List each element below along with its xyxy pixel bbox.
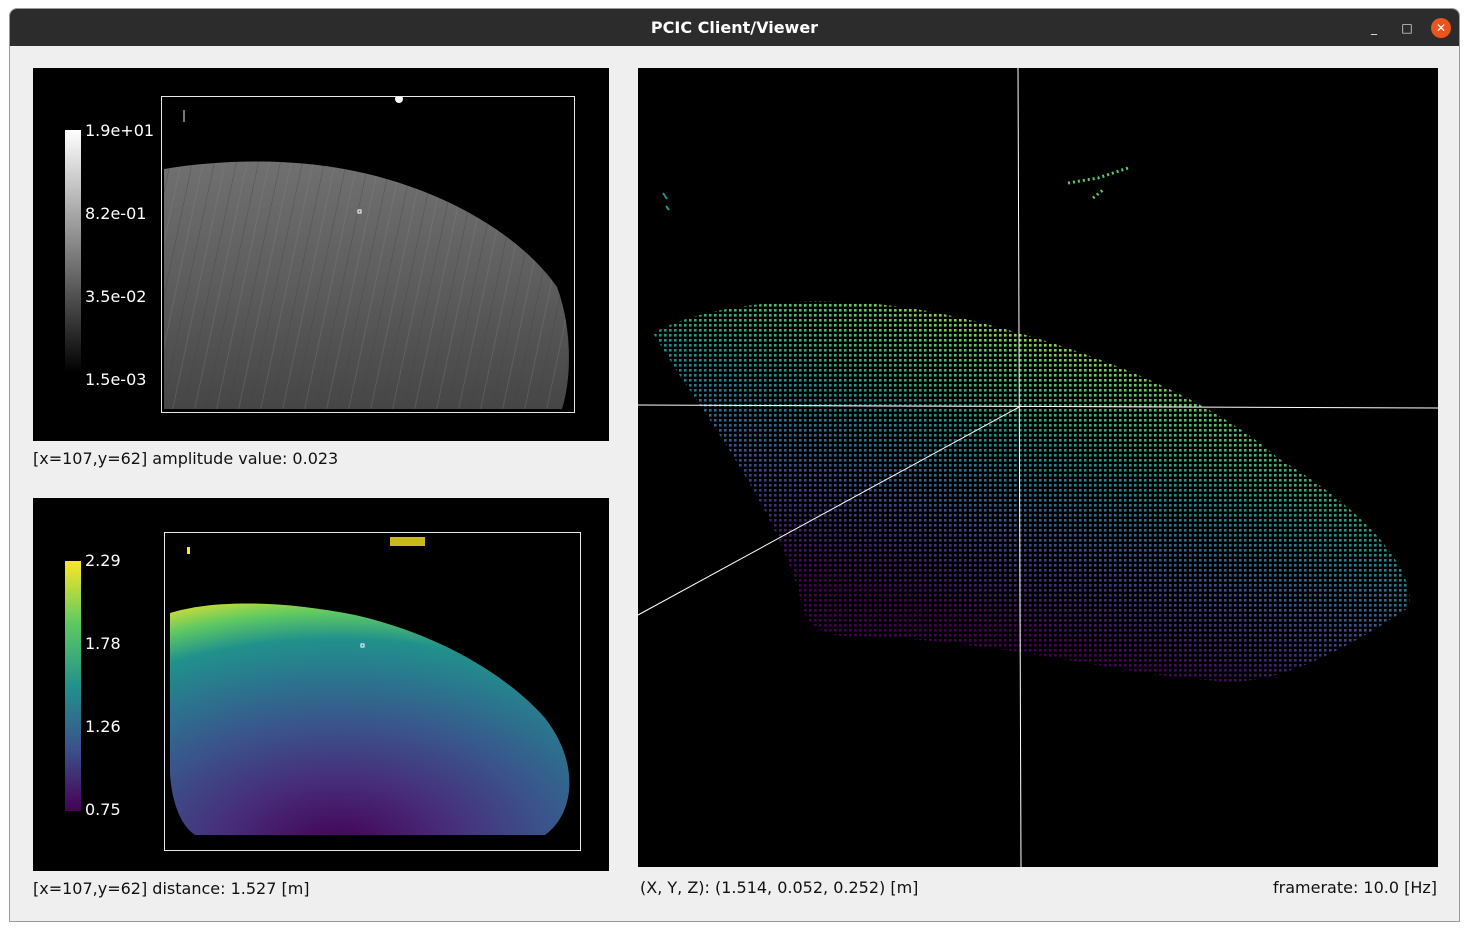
minimize-button[interactable]: _ xyxy=(1371,21,1377,35)
distance-image-graphic xyxy=(170,537,570,835)
distance-colorbar-tick: 0.75 xyxy=(85,800,121,819)
distance-view[interactable]: 2.29 1.78 1.26 0.75 xyxy=(33,498,609,871)
amplitude-colorbar-tick: 1.9e+01 xyxy=(85,121,155,140)
distance-image[interactable] xyxy=(164,532,581,851)
title-bar[interactable]: PCIC Client/Viewer _ □ ✕ xyxy=(10,9,1459,46)
pointcloud-xyz-status: (X, Y, Z): (1.514, 0.052, 0.252) [m] xyxy=(640,878,919,897)
amplitude-status: [x=107,y=62] amplitude value: 0.023 xyxy=(33,449,339,468)
amplitude-colorbar-tick: 1.5e-03 xyxy=(85,370,147,389)
amplitude-colorbar xyxy=(65,130,81,373)
pointcloud-graphic xyxy=(638,68,1438,867)
pointcloud-view[interactable] xyxy=(638,68,1438,867)
distance-colorbar-tick: 1.26 xyxy=(85,717,121,736)
amplitude-image[interactable] xyxy=(161,95,575,413)
maximize-button[interactable]: □ xyxy=(1401,21,1413,35)
distance-colorbar-tick: 2.29 xyxy=(85,551,121,570)
amplitude-colorbar-tick: 8.2e-01 xyxy=(85,204,147,223)
distance-colorbar xyxy=(65,561,81,811)
amplitude-colorbar-tick: 3.5e-02 xyxy=(85,287,147,306)
framerate-status: framerate: 10.0 [Hz] xyxy=(1273,878,1438,897)
distance-status: [x=107,y=62] distance: 1.527 [m] xyxy=(33,879,310,898)
distance-colorbar-tick: 1.78 xyxy=(85,634,121,653)
amplitude-view[interactable]: 1.9e+01 8.2e-01 3.5e-02 1.5e-03 xyxy=(33,68,609,441)
app-window: PCIC Client/Viewer _ □ ✕ 1.9e+01 8.2e-01… xyxy=(9,8,1460,922)
close-button[interactable]: ✕ xyxy=(1431,18,1451,38)
amplitude-image-graphic xyxy=(164,95,569,410)
window-title: PCIC Client/Viewer xyxy=(650,18,819,37)
